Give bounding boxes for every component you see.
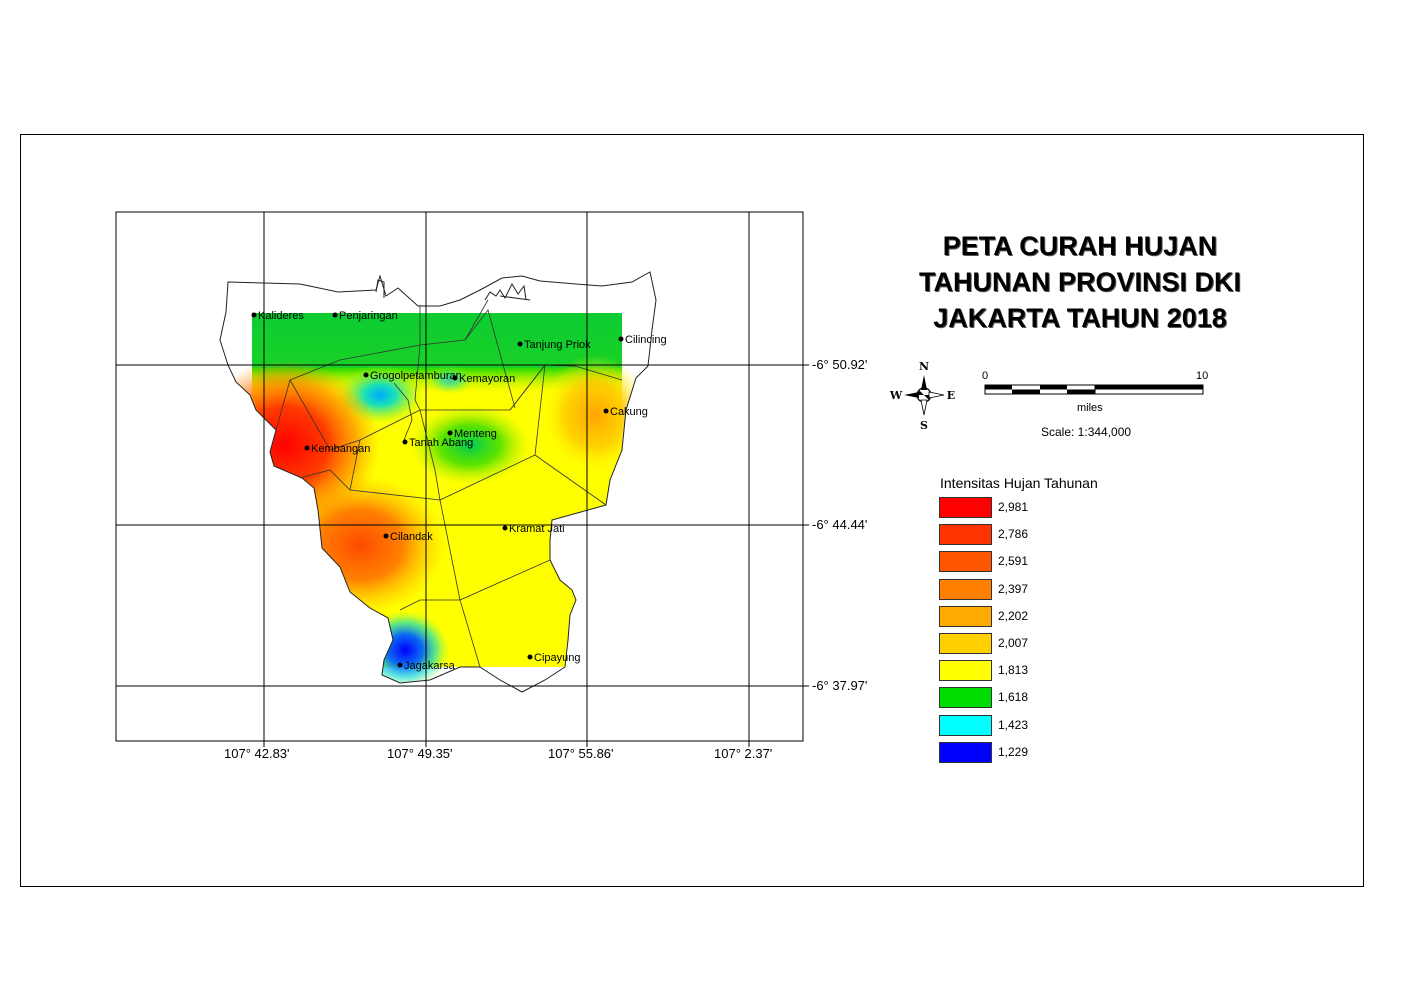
place-markers: Kalideres Penjaringan Tanjung Priok Cili… — [251, 310, 667, 672]
legend-label: 2,981 — [998, 500, 1029, 514]
scale-unit-label: miles — [1077, 402, 1103, 414]
place-cilandak: Cilandak — [383, 531, 433, 543]
place-kemayoran: Kemayoran — [452, 373, 515, 385]
legend-label: 2,786 — [998, 527, 1029, 542]
legend-label: 1,618 — [998, 690, 1029, 705]
scale-start-label: 0 — [982, 370, 989, 382]
title-line-1: PETA CURAH HUJAN — [942, 231, 1218, 261]
place-kembangan: Kembangan — [304, 443, 370, 455]
svg-text:Menteng: Menteng — [454, 428, 497, 440]
svg-text:Kalideres: Kalideres — [258, 310, 304, 322]
place-jagakarsa: Jagakarsa — [397, 660, 456, 672]
svg-text:Tanah Abang: Tanah Abang — [409, 437, 473, 449]
scale-bar — [984, 384, 1204, 395]
place-cakung: Cakung — [603, 406, 648, 418]
legend-swatch — [939, 714, 992, 736]
x-axis-label-3: 107° 55.86' — [548, 746, 614, 761]
y-axis-label-3: -6° 37.97' — [812, 678, 868, 693]
svg-text:E: E — [947, 389, 955, 402]
x-axis-label-4: 107° 2.37' — [714, 746, 773, 761]
legend-label: 1,813 — [998, 663, 1029, 678]
legend-label: 2,007 — [998, 636, 1029, 650]
legend-label: 1,229 — [998, 744, 1029, 759]
svg-text:Tanjung Priok: Tanjung Priok — [524, 339, 591, 351]
legend-swatch — [939, 660, 992, 682]
legend-swatch — [939, 687, 992, 709]
svg-text:Penjaringan: Penjaringan — [339, 310, 398, 322]
svg-text:Cilandak: Cilandak — [390, 531, 433, 543]
coastline-details — [375, 279, 531, 301]
legend-label: 2,591 — [998, 554, 1029, 569]
place-penjaringan: Penjaringan — [332, 310, 398, 322]
map-title: PETA CURAH HUJAN TAHUNAN PROVINSI DKI JA… — [880, 228, 1280, 336]
svg-text:Kramat Jati: Kramat Jati — [509, 523, 565, 535]
x-axis-label-1: 107° 42.83' — [224, 746, 290, 761]
svg-text:Kemayoran: Kemayoran — [459, 373, 515, 385]
legend-swatch — [939, 524, 992, 546]
legend-title: Intensitas Hujan Tahunan — [940, 475, 1098, 491]
legend-swatch — [939, 551, 992, 573]
legend-swatch — [939, 633, 992, 654]
svg-text:Grogolpetamburan: Grogolpetamburan — [370, 370, 462, 382]
district-lines — [269, 299, 623, 668]
y-axis-label-1: -6° 50.92' — [812, 357, 868, 372]
graticule — [115, 211, 809, 747]
svg-text:N: N — [919, 360, 929, 373]
place-cilincing: Cilincing — [618, 334, 667, 346]
scale-ratio-label: Scale: 1:344,000 — [1041, 425, 1132, 439]
legend-label: 2,397 — [998, 581, 1029, 596]
place-kramat-jati: Kramat Jati — [502, 523, 565, 535]
map-layout-frame — [20, 134, 1364, 887]
place-tanah-abang: Tanah Abang — [402, 437, 473, 449]
svg-text:Cipayung: Cipayung — [534, 652, 580, 664]
scale-end-label: 10 — [1196, 370, 1209, 382]
title-line-3: JAKARTA TAHUN 2018 — [933, 303, 1227, 333]
svg-text:W: W — [889, 389, 903, 402]
place-grogolpetamburan: Grogolpetamburan — [363, 370, 462, 382]
svg-text:Cilincing: Cilincing — [625, 334, 667, 346]
province-boundary — [219, 271, 657, 693]
svg-text:Jagakarsa: Jagakarsa — [404, 660, 456, 672]
svg-text:Cakung: Cakung — [610, 406, 648, 418]
legend-swatch — [939, 578, 992, 600]
place-kalideres: Kalideres — [251, 310, 304, 322]
legend-swatch — [939, 497, 992, 518]
legend-swatch — [939, 605, 992, 627]
legend-label: 2,202 — [998, 608, 1029, 623]
legend-swatch — [939, 741, 992, 763]
title-line-2: TAHUNAN PROVINSI DKI — [918, 267, 1241, 297]
legend-label: 1,423 — [998, 717, 1029, 732]
svg-text:Kembangan: Kembangan — [311, 443, 370, 455]
place-tanjung-priok: Tanjung Priok — [517, 339, 591, 351]
y-axis-label-2: -6° 44.44' — [812, 517, 868, 532]
place-menteng: Menteng — [447, 428, 497, 440]
x-axis-label-2: 107° 49.35' — [387, 746, 453, 761]
north-arrow-icon: N S E W — [889, 360, 955, 432]
place-cipayung: Cipayung — [527, 652, 580, 664]
svg-text:S: S — [920, 419, 928, 432]
